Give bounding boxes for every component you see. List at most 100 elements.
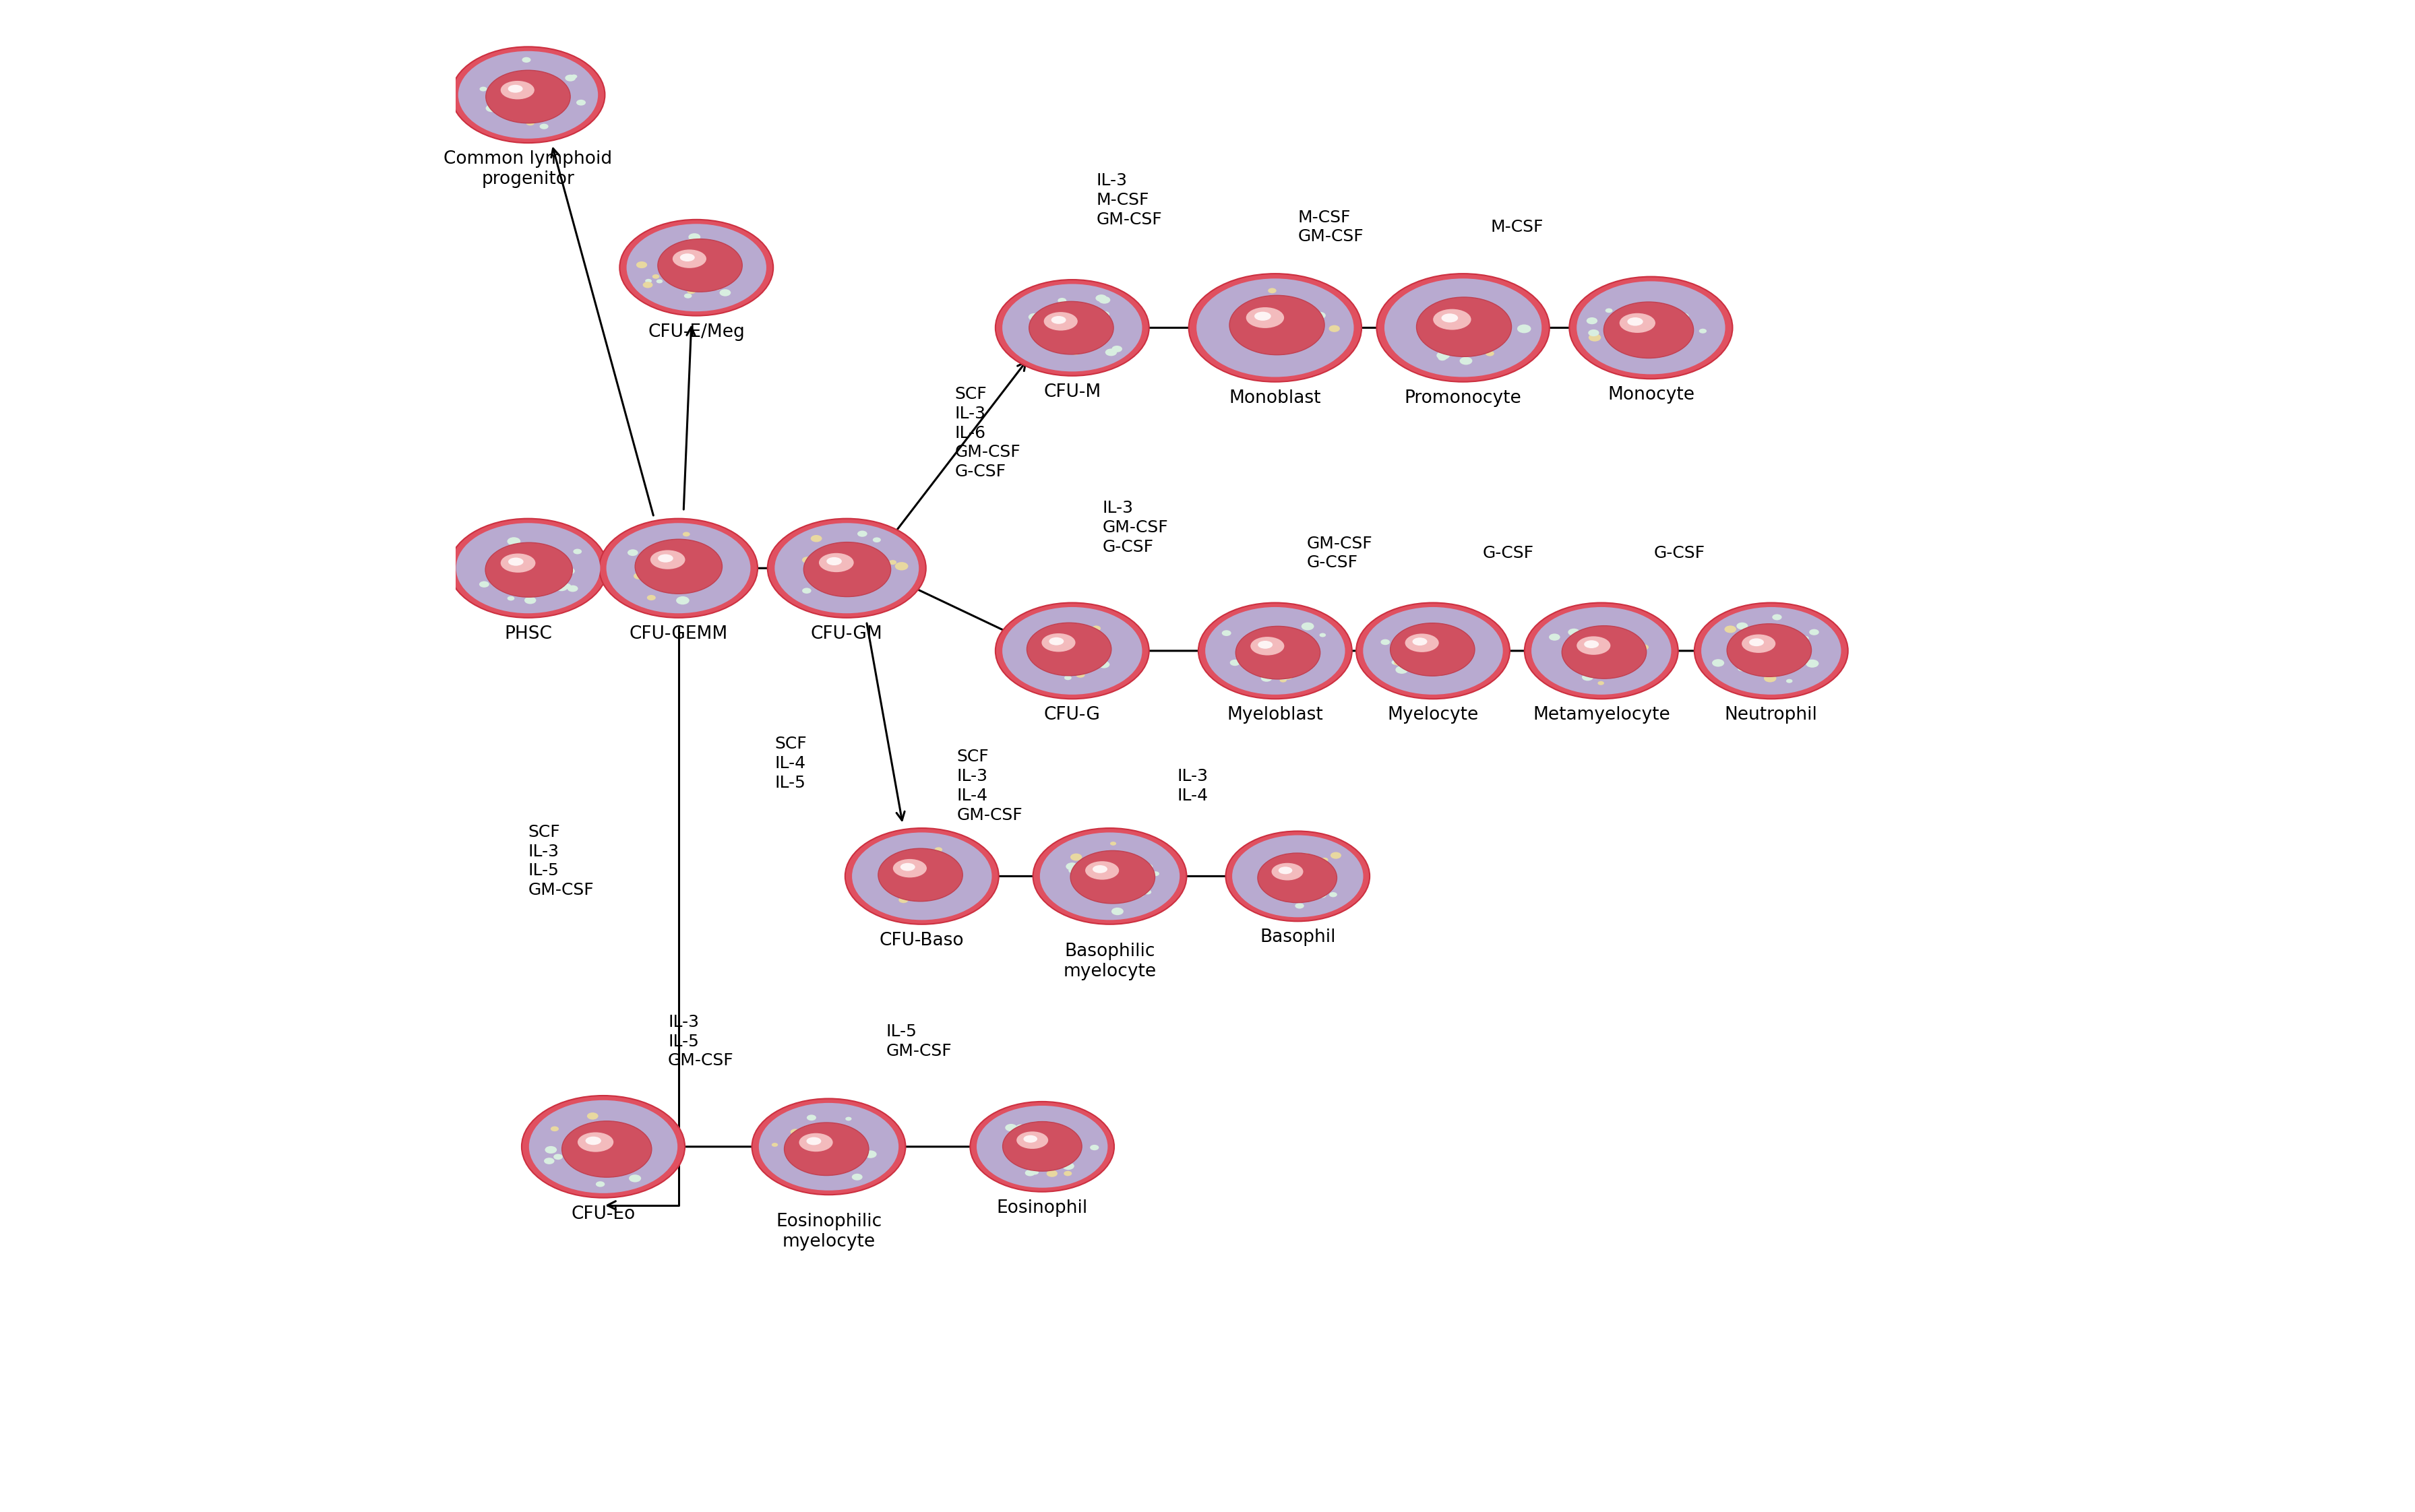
Ellipse shape [1198, 603, 1352, 699]
Ellipse shape [1251, 336, 1261, 342]
Ellipse shape [816, 572, 826, 578]
Ellipse shape [1751, 658, 1765, 665]
Ellipse shape [1094, 885, 1101, 891]
Text: Basophilic
myelocyte: Basophilic myelocyte [1063, 942, 1157, 980]
Ellipse shape [1439, 647, 1444, 652]
Ellipse shape [1587, 646, 1599, 655]
Ellipse shape [1067, 635, 1080, 643]
Ellipse shape [1253, 311, 1270, 321]
Ellipse shape [1282, 334, 1297, 343]
Ellipse shape [1480, 305, 1495, 314]
Ellipse shape [1741, 635, 1775, 653]
Ellipse shape [517, 584, 526, 590]
Ellipse shape [1657, 336, 1669, 343]
Ellipse shape [650, 550, 686, 569]
Ellipse shape [1077, 316, 1087, 322]
Ellipse shape [1024, 1136, 1038, 1143]
Ellipse shape [1628, 318, 1642, 325]
Ellipse shape [1258, 641, 1273, 649]
Ellipse shape [1695, 603, 1847, 699]
Ellipse shape [510, 581, 522, 588]
Ellipse shape [597, 1181, 604, 1187]
Ellipse shape [790, 1129, 799, 1136]
Text: Basophil: Basophil [1261, 928, 1335, 947]
Ellipse shape [621, 219, 773, 316]
Ellipse shape [1060, 634, 1070, 641]
Ellipse shape [1567, 629, 1579, 637]
Ellipse shape [1299, 874, 1311, 880]
Ellipse shape [652, 274, 659, 278]
Text: M-CSF: M-CSF [1490, 219, 1543, 236]
Ellipse shape [1478, 307, 1492, 314]
Ellipse shape [587, 1136, 594, 1140]
Text: Promonocyte: Promonocyte [1406, 390, 1521, 407]
Ellipse shape [691, 585, 700, 590]
Ellipse shape [1278, 859, 1287, 865]
Ellipse shape [1297, 857, 1309, 865]
Ellipse shape [563, 1120, 652, 1178]
Ellipse shape [587, 1113, 599, 1119]
Ellipse shape [572, 549, 582, 555]
Ellipse shape [1012, 1137, 1024, 1145]
Ellipse shape [751, 1099, 906, 1194]
Ellipse shape [686, 555, 698, 562]
Ellipse shape [534, 570, 543, 575]
Ellipse shape [935, 853, 944, 859]
Ellipse shape [889, 559, 896, 564]
Ellipse shape [1063, 1170, 1072, 1176]
Ellipse shape [1043, 1148, 1055, 1155]
Ellipse shape [1620, 313, 1654, 333]
Ellipse shape [1328, 325, 1340, 333]
Ellipse shape [1261, 674, 1273, 682]
Ellipse shape [625, 224, 766, 311]
Ellipse shape [1782, 667, 1792, 673]
Ellipse shape [1041, 664, 1048, 668]
Ellipse shape [1145, 889, 1152, 895]
Ellipse shape [927, 853, 935, 859]
Ellipse shape [901, 856, 908, 860]
Ellipse shape [560, 94, 568, 100]
Ellipse shape [1775, 629, 1785, 635]
Ellipse shape [1468, 330, 1478, 334]
Ellipse shape [1060, 647, 1067, 652]
Ellipse shape [896, 562, 908, 570]
Ellipse shape [1328, 892, 1338, 897]
Ellipse shape [507, 537, 522, 546]
Ellipse shape [565, 74, 575, 82]
Text: CFU-G: CFU-G [1043, 706, 1101, 724]
Ellipse shape [903, 871, 910, 875]
Ellipse shape [1548, 634, 1560, 641]
Ellipse shape [481, 86, 488, 91]
Ellipse shape [1490, 334, 1500, 340]
Ellipse shape [1070, 851, 1154, 904]
Text: SCF
IL-3
IL-4
GM-CSF: SCF IL-3 IL-4 GM-CSF [956, 748, 1022, 823]
Ellipse shape [1700, 328, 1707, 333]
Ellipse shape [1442, 313, 1459, 322]
Ellipse shape [807, 1137, 821, 1145]
Ellipse shape [1251, 650, 1263, 658]
Text: CFU-GM: CFU-GM [811, 626, 884, 643]
Ellipse shape [852, 1173, 862, 1181]
Ellipse shape [652, 544, 664, 552]
Ellipse shape [1029, 301, 1113, 354]
Ellipse shape [1425, 661, 1437, 668]
Ellipse shape [683, 532, 691, 537]
Ellipse shape [584, 1155, 594, 1161]
Ellipse shape [927, 859, 937, 865]
Ellipse shape [553, 1154, 563, 1160]
Ellipse shape [662, 269, 671, 274]
Ellipse shape [599, 1136, 609, 1142]
Ellipse shape [1031, 1170, 1038, 1175]
Ellipse shape [563, 567, 575, 575]
Ellipse shape [1130, 866, 1140, 872]
Ellipse shape [662, 265, 669, 269]
Ellipse shape [1572, 655, 1584, 662]
Ellipse shape [1063, 1163, 1075, 1170]
Ellipse shape [712, 286, 720, 290]
Ellipse shape [1118, 881, 1125, 886]
Ellipse shape [1700, 606, 1840, 694]
Ellipse shape [1447, 653, 1459, 661]
Ellipse shape [1096, 295, 1106, 302]
Ellipse shape [773, 1143, 778, 1146]
Ellipse shape [507, 572, 517, 578]
